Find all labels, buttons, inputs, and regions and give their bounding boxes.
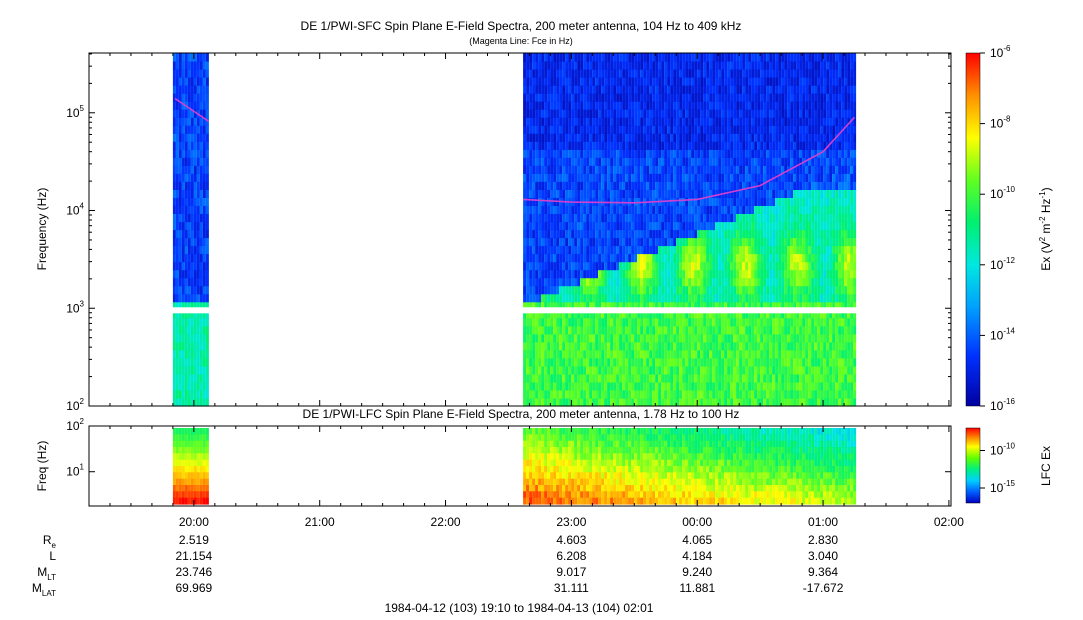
lfc-plot-frame (88, 425, 952, 507)
lfc-colorbar-tick-label: 10-15 (990, 479, 1015, 495)
sfc-colorbar-tick-label: 10-10 (990, 185, 1015, 201)
ephemeris-value: 69.969 (176, 581, 213, 595)
time-tick-label: 02:00 (934, 515, 964, 529)
ephemeris-value: -17.672 (803, 581, 844, 595)
time-tick-label: 21:00 (305, 515, 335, 529)
ephemeris-row-label: MLAT (32, 581, 56, 598)
sfc-y-tick-label: 103 (66, 299, 84, 315)
ephemeris-value: 11.881 (679, 581, 715, 595)
ephemeris-value: 4.184 (682, 549, 712, 563)
lfc-colorbar-label: LFC Ex (1039, 446, 1053, 486)
sfc-plot-frame (88, 52, 952, 407)
sfc-y-tick-label: 105 (66, 104, 84, 120)
time-axis: 20:00 21:00 22:00 23:00 00:00 01:00 02:00 (88, 53, 964, 529)
chart-title-sfc: DE 1/PWI-SFC Spin Plane E-Field Spectra,… (301, 19, 742, 33)
ephemeris-value: 21.154 (176, 549, 213, 563)
ephemeris-row-label: MLT (37, 565, 56, 582)
lfc-spectrogram (172, 428, 857, 505)
ephemeris-value: 9.240 (682, 565, 712, 579)
time-tick-label: 23:00 (556, 515, 586, 529)
chart-title-lfc: DE 1/PWI-LFC Spin Plane E-Field Spectra,… (303, 407, 740, 421)
ephemeris-value: 31.111 (554, 581, 589, 595)
ephemeris-value: 23.746 (176, 565, 213, 579)
ephemeris-value: 9.364 (808, 565, 838, 579)
y-axis-label-lfc: Freq (Hz) (35, 441, 49, 492)
ephemeris-row-label: Re (43, 533, 57, 550)
sfc-colorbar-tick-label: 10-6 (990, 44, 1011, 60)
ephemeris-value: 4.603 (556, 533, 586, 547)
ephemeris-row-label: L (49, 549, 56, 563)
sfc-colorbar-tick-label: 10-12 (990, 256, 1015, 272)
lfc-colorbar-tick-label: 10-10 (990, 442, 1015, 458)
sfc-colorbar (965, 52, 981, 407)
time-tick-label: 00:00 (682, 515, 712, 529)
time-range-footer: 1984-04-12 (103) 19:10 to 1984-04-13 (10… (385, 601, 654, 615)
time-tick-label: 22:00 (431, 515, 461, 529)
ephemeris-value: 6.208 (556, 549, 586, 563)
lfc-y-ticks: 101 102 (66, 417, 951, 479)
y-axis-label-sfc: Frequency (Hz) (35, 188, 49, 271)
lfc-y-tick-label: 101 (66, 463, 84, 479)
time-tick-label: 20:00 (179, 515, 209, 529)
sfc-colorbar-ticks: 10-6 10-8 10-10 10-12 10-14 10-16 (980, 44, 1015, 413)
lfc-colorbar (965, 427, 981, 504)
ephemeris-value: 9.017 (556, 565, 586, 579)
ephemeris-value: 2.830 (808, 533, 838, 547)
sfc-y-tick-label: 102 (66, 397, 84, 413)
sfc-spectrogram (89, 53, 951, 407)
chart-subtitle-sfc: (Magenta Line: Fce in Hz) (469, 36, 573, 46)
sfc-colorbar-tick-label: 10-16 (990, 397, 1015, 413)
sfc-colorbar-label: Ex (V2 m-2 Hz-1) (1038, 187, 1053, 270)
ephemeris-value: 2.519 (179, 533, 209, 547)
lfc-colorbar-ticks: 10-10 10-15 (980, 442, 1015, 495)
time-tick-label: 01:00 (808, 515, 838, 529)
sfc-y-ticks: 102 103 104 105 (66, 53, 951, 413)
sfc-y-tick-label: 104 (66, 202, 84, 218)
lfc-y-tick-label: 102 (66, 417, 84, 433)
ephemeris-value: 3.040 (808, 549, 838, 563)
sfc-colorbar-tick-label: 10-8 (990, 115, 1011, 131)
fce-line (174, 97, 856, 204)
sfc-colorbar-tick-label: 10-14 (990, 326, 1015, 342)
ephemeris-value: 4.065 (682, 533, 712, 547)
